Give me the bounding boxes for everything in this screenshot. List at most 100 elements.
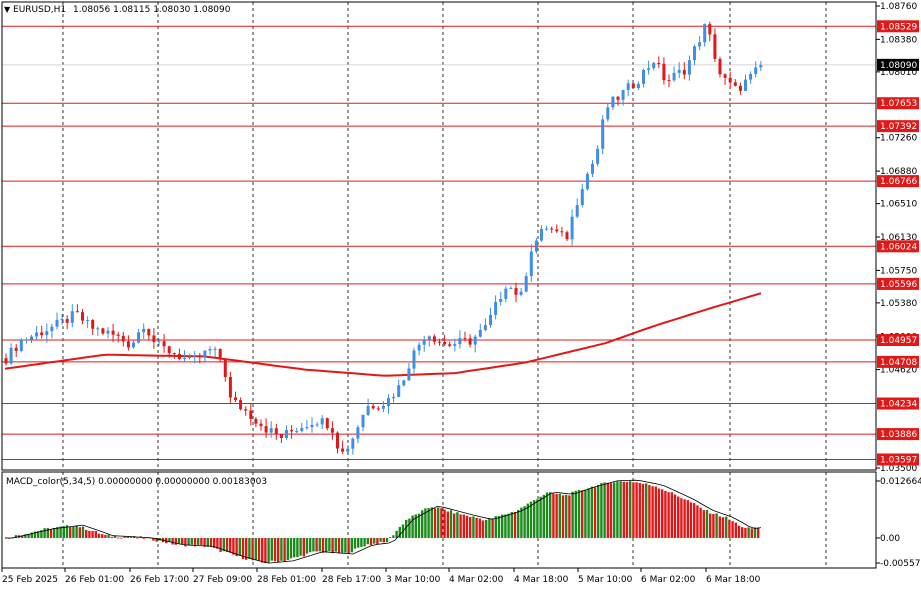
macd-bar xyxy=(392,535,395,538)
level-label-box xyxy=(877,277,919,290)
macd-bar xyxy=(677,496,680,538)
level-label: 1.07392 xyxy=(880,122,917,132)
chart-menu-arrow-icon[interactable]: ▼ xyxy=(4,5,11,14)
macd-bar xyxy=(104,534,107,538)
macd-bar xyxy=(731,521,734,538)
candle-body xyxy=(723,74,727,78)
macd-bar xyxy=(40,530,43,538)
macd-bar xyxy=(110,536,113,538)
symbol-timeframe: EURUSD,H1 xyxy=(13,5,67,15)
candle-body xyxy=(361,414,365,428)
macd-bar xyxy=(174,537,177,545)
macd-tick-label: 0.00 xyxy=(880,534,900,544)
macd-chart-frame xyxy=(1,471,877,569)
macd-bar xyxy=(203,537,206,547)
macd-bar xyxy=(347,537,350,554)
macd-bar xyxy=(187,537,190,546)
level-label: 1.06766 xyxy=(880,177,917,187)
candle-body xyxy=(132,342,135,348)
macd-bar xyxy=(619,481,622,538)
macd-bar xyxy=(497,515,501,538)
macd-bar xyxy=(757,527,760,538)
macd-bar xyxy=(590,486,593,538)
macd-bar xyxy=(536,499,539,538)
candle-body xyxy=(228,377,232,398)
macd-bar xyxy=(539,496,542,538)
candle-body xyxy=(116,334,120,336)
candle-body xyxy=(596,148,600,164)
time-tick-label: 26 Feb 01:00 xyxy=(65,575,124,585)
candle-body xyxy=(514,287,518,295)
candle-body xyxy=(264,426,268,433)
level-label-box xyxy=(877,120,919,133)
candle-body xyxy=(234,397,237,401)
macd-bar xyxy=(469,516,472,538)
time-tick-label: 25 Feb 2025 xyxy=(2,575,58,585)
macd-bar xyxy=(465,515,469,538)
candle-body xyxy=(244,409,248,411)
candle-body xyxy=(142,328,146,333)
candle-body xyxy=(616,96,620,100)
macd-bar xyxy=(238,537,241,556)
candle-body xyxy=(718,58,722,75)
macd-bar xyxy=(168,537,171,542)
candle-body xyxy=(300,427,304,432)
candle-body xyxy=(504,288,508,299)
price-tick-label: 1.07260 xyxy=(880,134,917,144)
macd-bar xyxy=(747,527,750,538)
candle-body xyxy=(570,216,574,240)
macd-bar xyxy=(609,483,613,538)
candle-body xyxy=(65,319,69,323)
candle-body xyxy=(75,311,79,313)
macd-bar xyxy=(520,507,523,538)
macd-bar xyxy=(616,481,619,538)
macd-bar xyxy=(565,494,568,538)
macd-bar xyxy=(453,513,456,538)
candle-body xyxy=(749,73,753,80)
macd-bar xyxy=(709,513,712,538)
candle-body xyxy=(754,67,758,74)
macd-histogram xyxy=(5,479,762,564)
macd-bar xyxy=(549,492,552,538)
macd-bar xyxy=(193,537,197,547)
candle-body xyxy=(591,163,594,174)
candle-body xyxy=(274,428,278,434)
level-label: 1.04957 xyxy=(880,336,917,346)
macd-bar xyxy=(309,537,312,553)
candle-body xyxy=(565,232,569,240)
macd-bar xyxy=(270,537,273,561)
candle-body xyxy=(371,405,375,409)
macd-bar xyxy=(142,537,145,539)
macd-bar xyxy=(654,486,657,538)
candle-body xyxy=(70,311,74,323)
macd-bar xyxy=(107,534,110,538)
macd-bar xyxy=(69,527,72,538)
price-tick-label: 1.05750 xyxy=(880,266,917,276)
horizontal-levels[interactable] xyxy=(2,25,876,460)
macd-bar xyxy=(49,529,53,538)
candle-body xyxy=(738,85,742,91)
candle-body xyxy=(223,359,227,378)
price-tick-label: 1.04620 xyxy=(880,366,917,376)
candle-body xyxy=(494,301,498,315)
macd-bar xyxy=(545,492,549,538)
candle-body xyxy=(483,325,487,330)
macd-bar xyxy=(197,537,200,545)
macd-bar xyxy=(344,537,347,553)
candle-body xyxy=(177,353,181,359)
candle-body xyxy=(45,331,49,336)
macd-bar xyxy=(462,514,465,538)
macd-bar xyxy=(389,537,392,538)
macd-bar xyxy=(715,513,718,538)
macd-bar xyxy=(222,537,225,552)
macd-bar xyxy=(117,537,120,539)
candle-body xyxy=(713,34,717,59)
candle-body xyxy=(198,355,202,358)
macd-bar xyxy=(277,537,280,563)
macd-bar xyxy=(251,537,254,561)
macd-bar xyxy=(699,507,702,538)
macd-bar xyxy=(289,537,293,559)
macd-bar xyxy=(705,509,709,538)
candle-body xyxy=(545,228,549,230)
